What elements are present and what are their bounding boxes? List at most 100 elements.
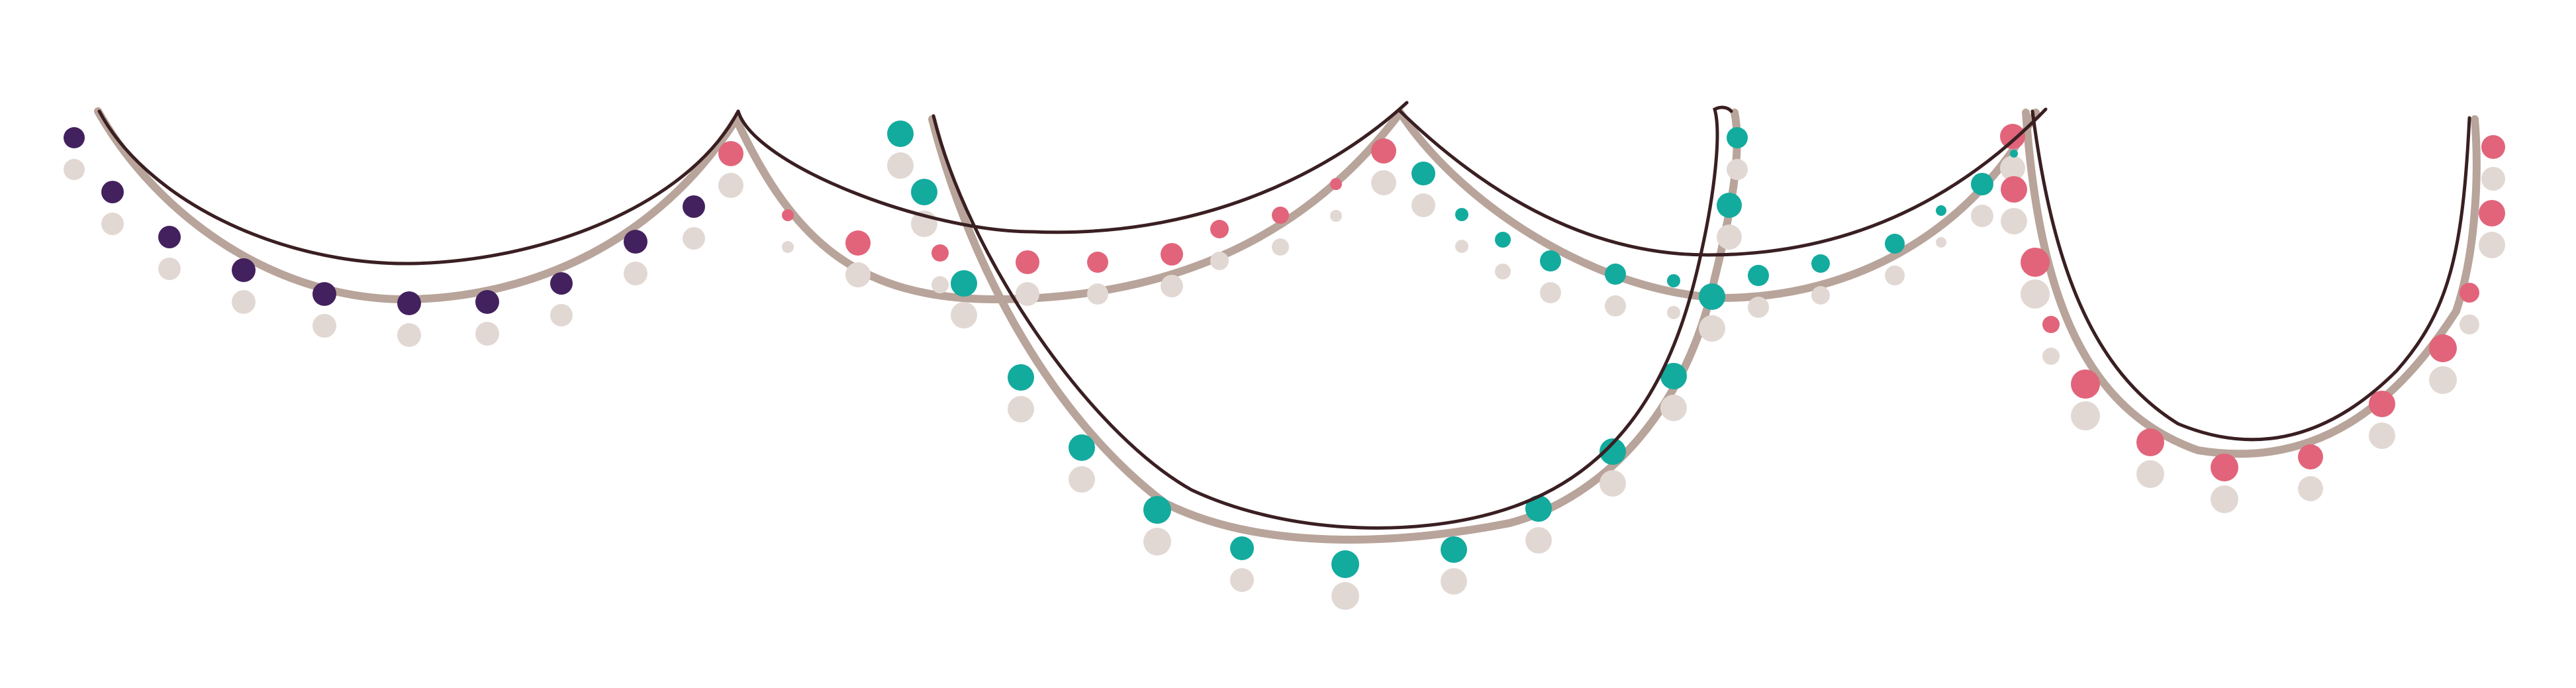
garland-3-teal-large-bead — [1143, 496, 1171, 524]
garland-4-teal-small-bead-shadow — [1605, 295, 1626, 317]
garland-1-purple-bead-shadow — [550, 304, 573, 326]
garland-2-pink-bead-shadow — [718, 173, 743, 198]
garland-4-teal-small-bead — [1540, 250, 1561, 271]
garland-2-pink-bead — [718, 141, 743, 166]
garland-4-teal-small-bead — [1411, 162, 1435, 185]
garland-5-pink-bead — [2481, 135, 2505, 159]
garland-3-teal-large-bead — [887, 121, 914, 147]
garland-2-pink-bead-shadow — [1330, 210, 1342, 222]
garland-5-pink-bead — [2001, 176, 2027, 203]
garland-4-teal-small-bead-shadow — [1971, 205, 1993, 227]
garland-1-purple-bead-shadow — [232, 290, 256, 314]
garland-1-purple-bead-shadow — [683, 227, 705, 250]
garland-5-outline — [2030, 109, 2471, 442]
garland-5-pink-bead-shadow — [2429, 366, 2457, 394]
garland-1-purple-bead — [232, 258, 256, 282]
garland-4-teal-small-bead-shadow — [1411, 193, 1435, 217]
garland-5-pink-bead — [2429, 334, 2457, 362]
garland-3-teal-large-bead-shadow — [1331, 582, 1359, 610]
garland-2-pink-bead — [845, 230, 871, 256]
garland-5-pink-bead — [2459, 283, 2479, 303]
garland-2-pink-bead-shadow — [1210, 252, 1229, 270]
garland-5-pink-bead-shadow — [2211, 485, 2238, 513]
garland-2-pink-bead — [1330, 178, 1342, 190]
garland-2-pink-bead — [1371, 138, 1396, 164]
garland-3-shadow — [928, 109, 1741, 544]
garland-3-teal-large-bead — [1717, 193, 1742, 218]
garland-3-teal-large-bead — [1069, 434, 1095, 461]
garland-3-teal-large-bead-shadow — [1230, 568, 1254, 592]
garland-3-teal-large-bead — [1727, 127, 1748, 148]
garland-3-teal-large-bead — [1599, 438, 1626, 465]
garland-5-pink-bead-shadow — [2042, 348, 2060, 365]
garland-5-pink-bead — [2479, 200, 2505, 226]
beads — [64, 121, 2505, 578]
garland-2-pink-bead — [1016, 250, 1039, 274]
garland-2-pink-bead-shadow — [931, 276, 949, 293]
garland-1-purple-bead — [158, 226, 181, 248]
garland-2-pink-bead — [931, 244, 949, 262]
garland-5-pink-bead — [2136, 428, 2164, 456]
garland-2-pink-bead-shadow — [1371, 170, 1396, 195]
garland-1-purple-bead — [312, 282, 336, 306]
garland-3-teal-large-bead-shadow — [1727, 159, 1748, 180]
garland-1-purple-bead-shadow — [101, 213, 124, 235]
garland-5-pink-bead — [2211, 454, 2238, 481]
garland-4-teal-small-bead — [1748, 265, 1769, 286]
garland-5-pink-bead-shadow — [2021, 279, 2050, 309]
garland-4-teal-small-bead-shadow — [1667, 306, 1680, 319]
garland-5-pink-bead — [2369, 391, 2395, 417]
garland-2-pink-bead-shadow — [1087, 283, 1108, 305]
garland-1-outline — [97, 109, 740, 266]
garland-1-purple-bead — [683, 195, 705, 218]
garland-2-outline — [736, 101, 1409, 234]
garland-4-teal-small-bead — [1495, 232, 1511, 248]
garland-4-teal-small-bead-shadow — [1540, 282, 1561, 303]
garland-5-pink-bead — [2071, 369, 2100, 399]
garland-2-pink-bead — [782, 209, 794, 221]
garland-3-teal-large-bead-shadow — [887, 152, 914, 179]
garland-4-teal-small-bead — [2010, 150, 2018, 158]
garland-5-pink-bead — [2042, 316, 2060, 333]
garland-3-outline — [931, 105, 1733, 530]
garland-2-pink-bead — [1272, 207, 1289, 224]
garland-1-purple-bead-shadow — [475, 322, 499, 346]
garland-1-purple-bead-shadow — [158, 258, 181, 280]
garland-5-pink-bead — [2298, 444, 2323, 469]
garland-5-pink-bead-shadow — [2071, 401, 2100, 430]
garland-3-teal-large-bead-shadow — [1069, 466, 1095, 493]
garland-5-pink-bead-shadow — [2479, 232, 2505, 258]
garland-3-teal-large-bead — [911, 179, 937, 205]
garland-4-teal-small-bead — [1936, 205, 1946, 216]
garland-3-teal-large-bead-shadow — [1441, 568, 1467, 595]
garland-1-purple-bead — [475, 290, 499, 314]
garland-1-purple-bead-shadow — [64, 159, 85, 180]
garland-4-teal-small-bead-shadow — [1495, 264, 1511, 279]
garland-4-teal-small-bead — [1605, 264, 1626, 285]
garland-2-pink-bead — [1161, 243, 1183, 266]
garland-5-pink-bead-shadow — [2136, 460, 2164, 488]
garland-2-pink-bead — [1210, 220, 1229, 238]
garland-5-pink-bead — [2000, 124, 2025, 149]
garland-2-shadow — [732, 109, 1404, 304]
garland-3-teal-large-bead — [1525, 495, 1552, 522]
garland-5-pink-bead-shadow — [2369, 422, 2395, 449]
garland-2-pink-bead — [1087, 252, 1108, 273]
garland-5-pink-bead-shadow — [2481, 167, 2505, 191]
garland-3-teal-large-bead — [1660, 363, 1687, 389]
garland-4-teal-small-bead — [1667, 274, 1680, 287]
garland-3-teal-large-bead — [1699, 283, 1725, 310]
garland-4-teal-small-bead-shadow — [1748, 297, 1769, 318]
garland-3-teal-large-bead — [1331, 550, 1359, 578]
garland-4-outline — [1398, 107, 2048, 257]
garland-1-purple-bead-shadow — [624, 262, 647, 285]
garland-3-teal-large-bead-shadow — [1143, 528, 1171, 556]
garland-5-pink-bead — [2021, 248, 2050, 277]
garland-5-pink-bead-shadow — [2298, 476, 2323, 501]
garland-5-pink-bead-shadow — [2001, 208, 2027, 234]
garland-3-teal-large-bead-shadow — [1525, 527, 1552, 554]
garland-1-purple-bead — [550, 272, 573, 295]
garland-1-purple-bead-shadow — [397, 323, 421, 347]
garland-3-teal-large-bead-shadow — [1599, 470, 1626, 497]
bead-shadows — [64, 152, 2505, 610]
